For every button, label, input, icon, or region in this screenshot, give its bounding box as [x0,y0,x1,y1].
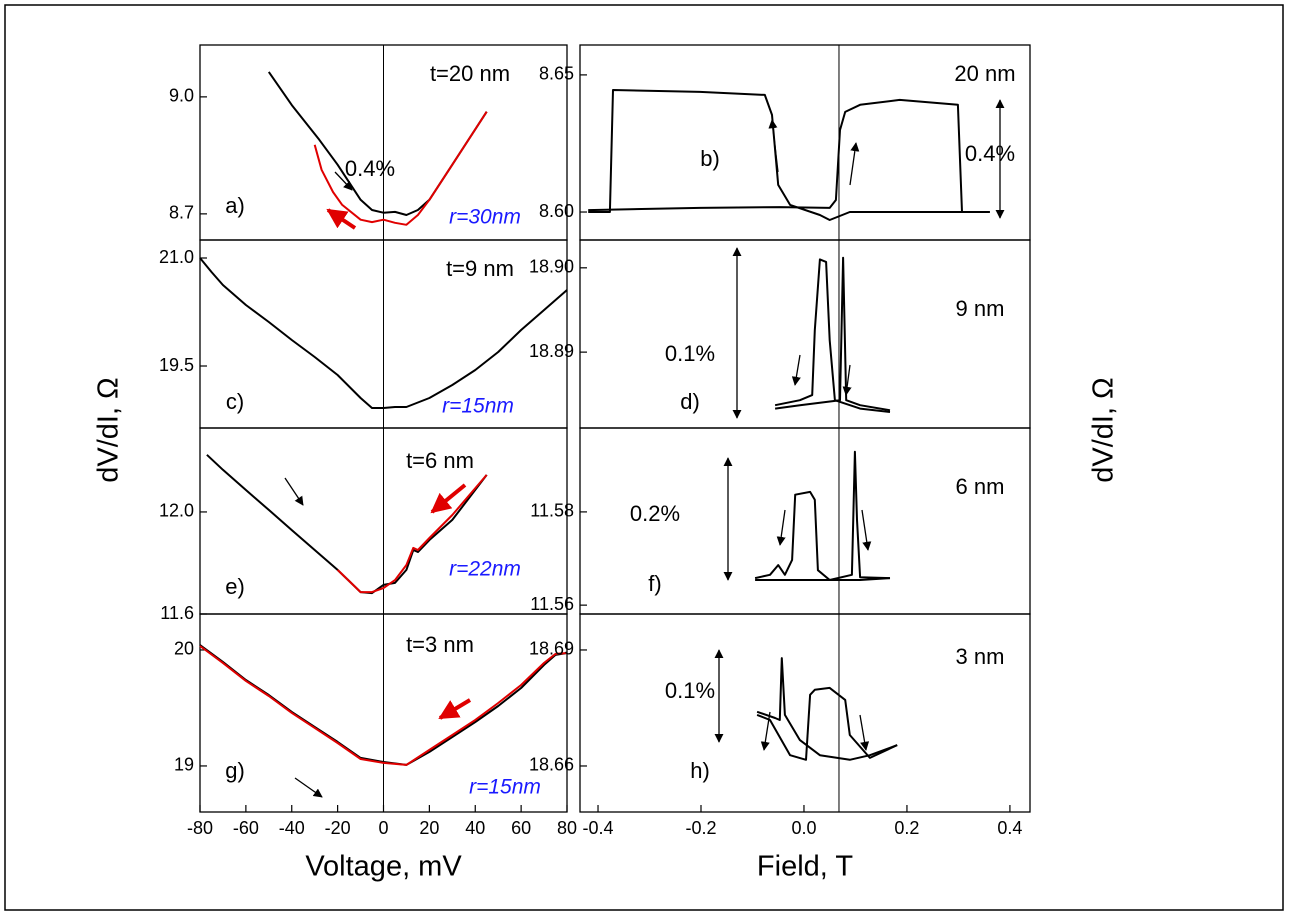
annotation: 3 nm [956,644,1005,669]
x-tick-label: -60 [233,818,259,838]
arrows [284,99,1005,798]
y-tick-label: 8.7 [169,203,194,223]
data-line [588,89,990,221]
annotation: 0.1% [665,678,715,703]
y-tick-label: 21.0 [159,247,194,267]
x-tick-label: 0.4 [997,818,1022,838]
x-tick-label: 0.2 [894,818,919,838]
annotation: e) [225,574,245,599]
data-line [199,257,568,409]
data-line [313,111,488,226]
x-tick-label: 0.0 [791,818,816,838]
data-line [336,474,488,594]
annotation: r=15nm [442,395,514,418]
x-tick-label: -80 [187,818,213,838]
x-tick-label: -0.4 [583,818,614,838]
y-tick-label: 11.58 [530,501,574,521]
annotation: t=6 nm [406,448,474,473]
arrow [776,509,786,546]
annotation: 0.4% [345,156,395,181]
y-tick-label: 19.5 [159,355,194,375]
annotation: r=30nm [449,206,521,229]
arrow [334,171,353,191]
x-axis-label: Voltage, mV [305,851,462,883]
arrow [861,509,872,551]
x-tick-label: -40 [279,818,305,838]
x-tick-label: 40 [465,818,485,838]
annotation: g) [225,758,245,783]
arrow [430,483,467,514]
arrow [859,714,870,751]
arrow [326,208,357,230]
annotation: r=15nm [469,776,541,799]
arrow [294,777,323,798]
arrow [760,711,771,751]
y-tick-label: 8.60 [539,201,574,221]
y-tick-label: 19 [174,755,194,775]
data-line [756,657,898,761]
y-tick-label: 9.0 [169,86,194,106]
annotation: 0.2% [630,501,680,526]
y-tick-label: 11.56 [530,594,574,614]
data-line [588,98,990,213]
x-axis-label: Field, T [757,851,853,883]
data-line [755,450,891,581]
annotation: t=20 nm [430,61,510,86]
annotation: 6 nm [956,474,1005,499]
y-tick-label: 18.90 [529,257,574,277]
arrow [791,354,801,386]
annotation: 0.4% [965,141,1015,166]
y-tick-label: 18.89 [529,341,574,361]
annotation: a) [225,193,245,218]
x-tick-label: 0 [378,818,388,838]
annotation: c) [226,389,244,414]
annotation: 20 nm [954,61,1015,86]
data-line [756,686,898,761]
data-line [754,490,891,581]
arrow [284,477,304,506]
annotation: f) [648,571,661,596]
annotation: r=22nm [449,558,521,581]
y-tick-label: 12.0 [159,501,194,521]
y-tick-label: 20 [174,639,194,659]
x-tick-label: -20 [325,818,351,838]
y-tick-label: 8.65 [539,64,574,84]
y-axis-label: dV/dI, Ω [93,377,125,483]
data-line [267,71,488,216]
x-tick-label: 20 [419,818,439,838]
x-tick-label: 60 [511,818,531,838]
annotation: h) [690,758,710,783]
annotation: t=9 nm [446,256,514,281]
y-tick-label: 18.69 [529,639,574,659]
data-line [774,258,891,413]
y-tick-label: 18.66 [529,755,574,775]
x-tick-label: -0.2 [685,818,716,838]
arrow [438,698,472,720]
x-tick-label: 80 [557,818,577,838]
data-line [199,645,568,766]
annotation: b) [700,146,720,171]
plot-frame [579,613,1031,813]
data-line [774,256,891,412]
y-axis-label: dV/dI, Ω [1088,377,1120,483]
plot-frame [579,239,1031,429]
frame [4,4,1284,911]
annotation: t=3 nm [406,632,474,657]
y-tick-label: 11.6 [160,603,194,623]
arrow [849,142,860,186]
annotation: 0.1% [665,341,715,366]
annotation: 9 nm [956,296,1005,321]
annotation: d) [680,389,700,414]
